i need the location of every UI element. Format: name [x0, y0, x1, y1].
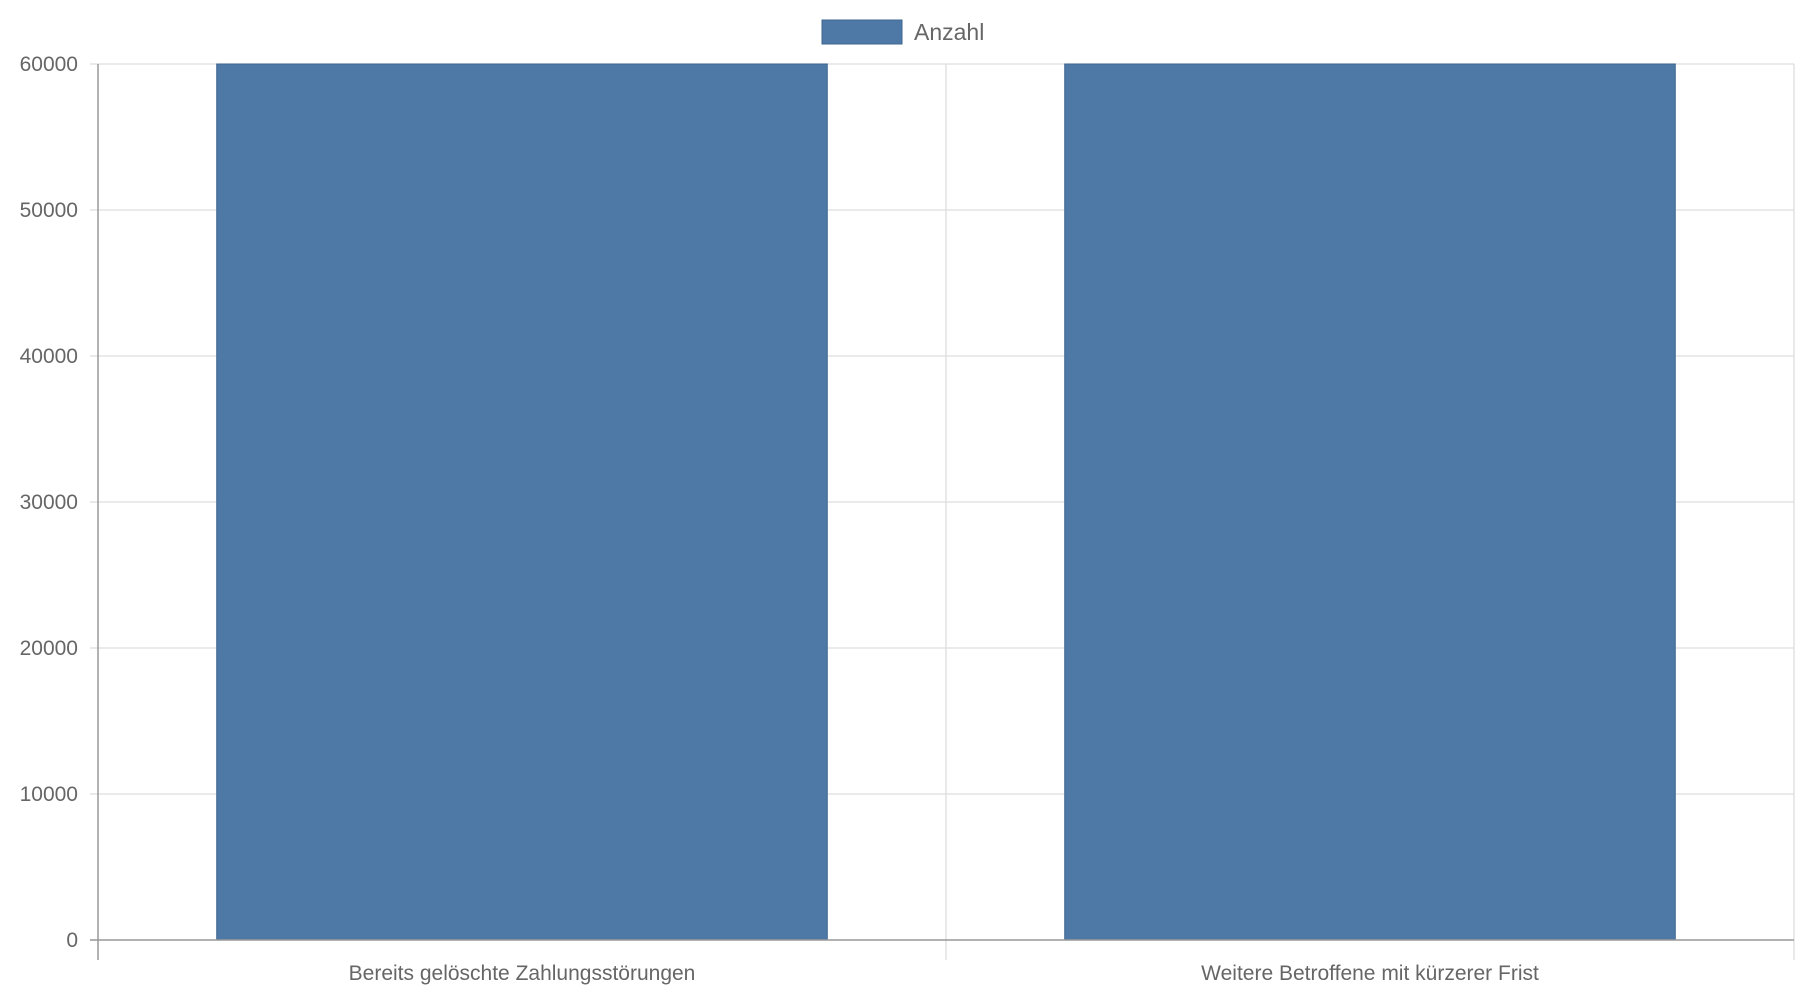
- bars: [216, 63, 1676, 941]
- y-tick-label: 60000: [20, 53, 78, 76]
- legend[interactable]: Anzahl: [821, 19, 984, 45]
- x-tick-label: Weitere Betroffene mit kürzerer Frist: [1201, 962, 1539, 985]
- legend-swatch: [821, 19, 903, 45]
- axes: 0 10000 20000 30000 40000 50000 60000 Bereits g…: [20, 53, 1794, 985]
- bar-1[interactable]: [216, 63, 828, 941]
- y-tick-label: 10000: [20, 783, 78, 806]
- y-tick-label: 0: [66, 929, 78, 952]
- x-tick-label: Bereits gelöschte Zahlungsstörungen: [349, 962, 696, 985]
- y-tick-label: 50000: [20, 199, 78, 222]
- y-tick-label: 20000: [20, 637, 78, 660]
- legend-label: Anzahl: [914, 19, 984, 45]
- y-tick-label: 30000: [20, 491, 78, 514]
- bar-2[interactable]: [1064, 63, 1676, 941]
- y-tick-label: 40000: [20, 345, 78, 368]
